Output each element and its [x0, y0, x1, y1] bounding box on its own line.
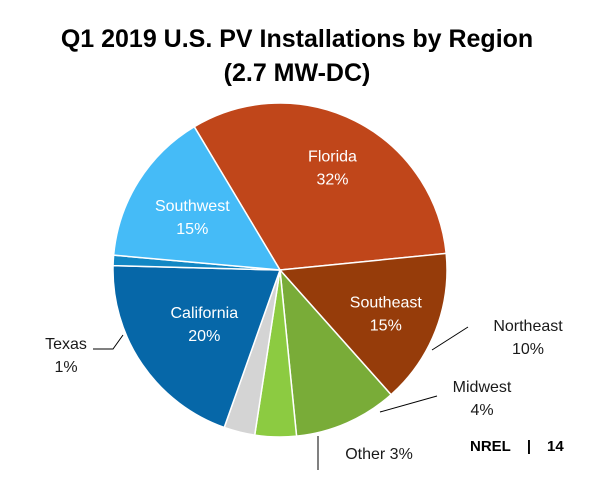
slice-label-other: Other 3%	[345, 446, 413, 463]
slice-value-midwest: 4%	[470, 402, 493, 419]
slice-label-florida: Florida	[308, 149, 357, 166]
leader-line-texas	[93, 334, 124, 350]
pie-slice-california	[112, 264, 282, 429]
slice-value-southwest: 15%	[176, 221, 208, 238]
slice-value-northeast: 10%	[512, 341, 544, 358]
slice-value-texas: 1%	[54, 359, 77, 376]
leader-line-midwest	[379, 395, 438, 413]
chart-title: Q1 2019 U.S. PV Installations by Region	[60, 25, 534, 53]
slice-label-southeast: Southeast	[350, 294, 423, 311]
slice-label-california: California	[171, 305, 239, 322]
slice-value-southeast: 15%	[370, 317, 402, 334]
pie-slice-florida	[193, 102, 448, 271]
footer-source: NREL	[470, 438, 511, 455]
pie-slices	[112, 102, 448, 438]
pie-slice-southeast	[278, 252, 448, 396]
pie-slice-southwest	[112, 125, 282, 271]
chart-title-block: Q1 2019 U.S. PV Installations by Region …	[0, 22, 594, 90]
leader-lines	[93, 326, 469, 470]
pie-slice-northeast	[279, 267, 393, 438]
footer-page-number: 14	[547, 438, 564, 455]
slice-label-texas: Texas	[45, 336, 87, 353]
footer: NREL | 14	[470, 438, 564, 455]
slice-value-california: 20%	[188, 328, 220, 345]
slice-labels: Florida 32% Southeast 15% Northeast 10% Midwes…	[45, 149, 563, 463]
chart-subtitle: (2.7 MW-DC)	[223, 59, 371, 87]
slice-label-midwest: Midwest	[453, 379, 512, 396]
leader-line-northeast	[431, 326, 469, 351]
slice-label-southwest: Southwest	[155, 198, 230, 215]
slice-value-florida: 32%	[316, 172, 348, 189]
slice-label-northeast: Northeast	[493, 318, 563, 335]
footer-separator: |	[526, 438, 532, 455]
